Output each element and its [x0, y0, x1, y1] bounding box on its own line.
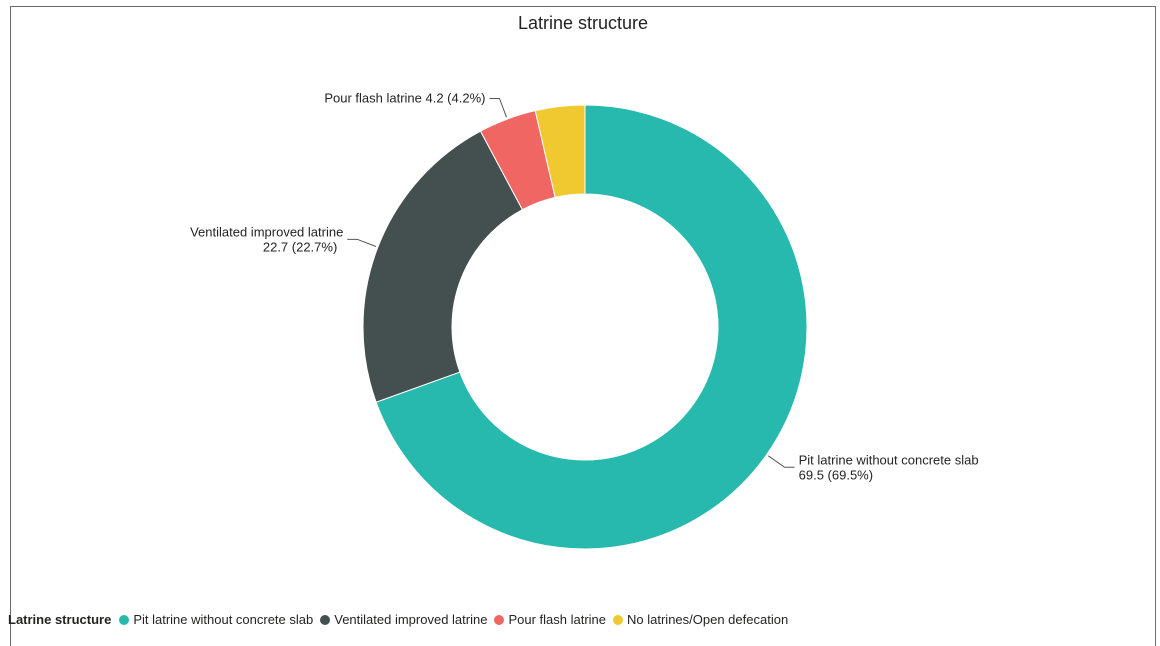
legend-item-3[interactable]: No latrines/Open defecation — [613, 612, 788, 627]
legend-item-0[interactable]: Pit latrine without concrete slab — [119, 612, 313, 627]
donut-slice-0[interactable] — [375, 104, 808, 550]
legend-label-1: Ventilated improved latrine — [334, 612, 488, 627]
legend-label-3: No latrines/Open defecation — [627, 612, 789, 627]
legend-label-0: Pit latrine without concrete slab — [133, 612, 314, 627]
legend: Latrine structure Pit latrine without co… — [8, 612, 795, 627]
slice-value-label-0: 69.5 (69.5%) — [799, 467, 873, 482]
legend-marker-2 — [494, 614, 505, 625]
chart-title: Latrine structure — [517, 13, 649, 33]
donut-slice-1[interactable] — [362, 130, 524, 403]
slice-label-0: Pit latrine without concrete slab — [799, 452, 979, 467]
donut-slice-3[interactable] — [534, 104, 586, 198]
legend-label-2: Pour flash latrine — [508, 612, 607, 627]
slice-value-label-1: 22.7 (22.7%) — [263, 239, 337, 254]
leader-line-2 — [489, 97, 507, 118]
legend-item-2[interactable]: Pour flash latrine — [494, 612, 606, 627]
leader-line-0 — [767, 455, 795, 468]
legend-item-1[interactable]: Ventilated improved latrine — [320, 612, 487, 627]
leader-line-1 — [347, 238, 377, 247]
slice-label-2: Pour flash latrine 4.2 (4.2%) — [324, 90, 485, 105]
legend-marker-3 — [613, 614, 624, 625]
legend-marker-0 — [119, 614, 130, 625]
legend-marker-1 — [320, 614, 331, 625]
slice-label-1: Ventilated improved latrine — [190, 224, 343, 239]
legend-title: Latrine structure — [8, 612, 112, 627]
